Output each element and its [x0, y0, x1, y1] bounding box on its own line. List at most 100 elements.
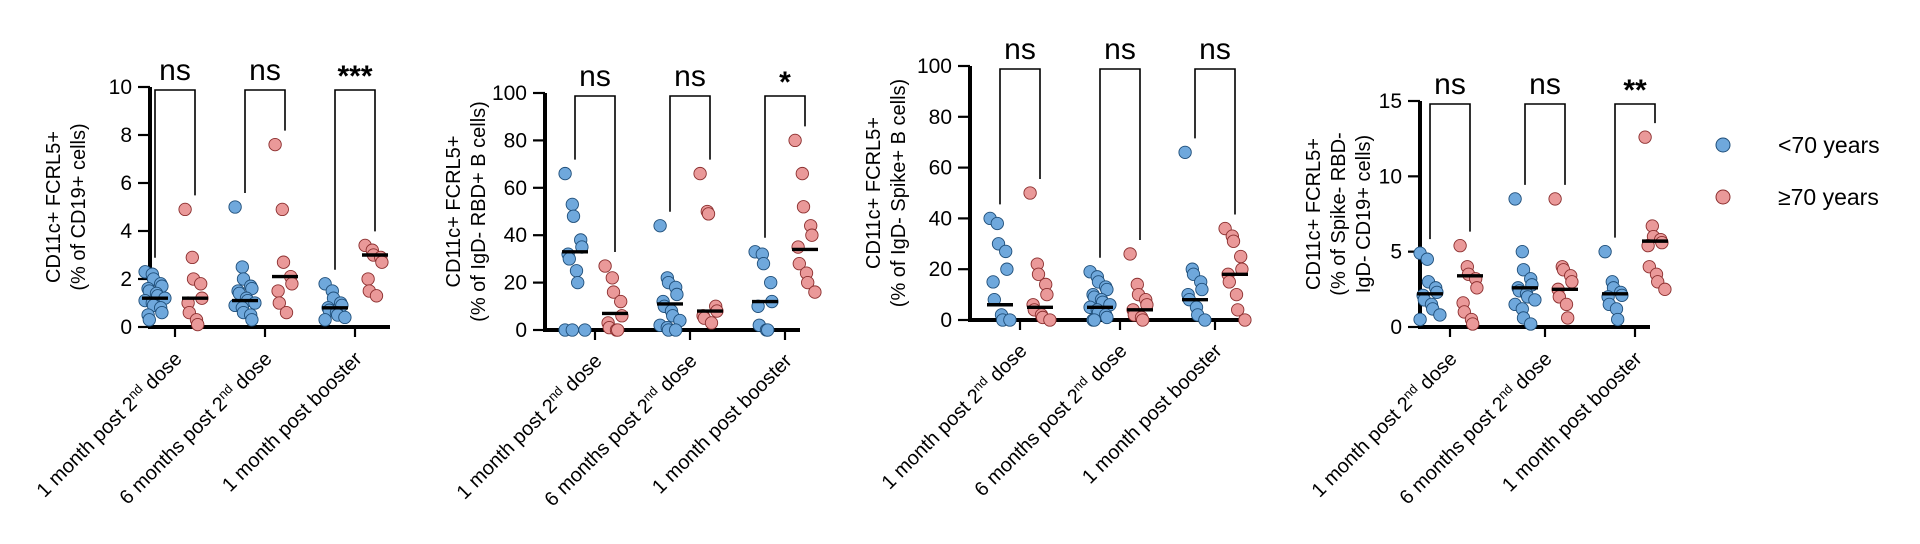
y-tick-label: 100 — [492, 82, 527, 105]
data-point — [1559, 297, 1574, 312]
data-point — [558, 166, 572, 181]
data-point — [245, 313, 259, 327]
significance-label: ns — [1529, 68, 1561, 101]
data-point — [1638, 130, 1652, 144]
data-point — [1100, 282, 1114, 297]
y-tick-label: 80 — [504, 129, 527, 152]
data-point — [795, 166, 809, 181]
data-point — [1043, 313, 1057, 327]
y-tick-label: 0 — [515, 319, 527, 342]
data-point — [361, 272, 375, 286]
data-point — [756, 256, 771, 271]
data-point — [1226, 234, 1241, 248]
y-tick-label: 10 — [109, 76, 132, 99]
data-point — [764, 275, 778, 290]
significance-label: ns — [1199, 33, 1231, 66]
data-point — [571, 275, 585, 290]
data-point — [1413, 312, 1427, 327]
y-axis-label: CD11c+ FCRL5+ — [863, 117, 885, 269]
data-point — [669, 323, 683, 337]
y-tick-label: 60 — [929, 157, 952, 180]
data-point — [693, 166, 707, 181]
data-point — [1528, 293, 1542, 307]
data-point — [704, 316, 719, 330]
data-point — [1238, 313, 1252, 327]
data-point — [791, 240, 805, 254]
y-axis-label: (% of IgD- RBD+ B cells) — [468, 101, 490, 322]
y-axis-label: (% of CD19+ cells) — [68, 123, 90, 290]
y-tick-label: 15 — [1379, 90, 1402, 113]
significance-label: ns — [1004, 33, 1036, 66]
y-tick-label: 100 — [917, 55, 952, 78]
significance-bracket — [1099, 68, 1141, 258]
significance-bracket — [999, 68, 1041, 205]
significance-bracket — [244, 89, 286, 193]
data-point — [1031, 267, 1046, 281]
data-point — [194, 277, 208, 291]
data-point — [268, 137, 282, 152]
y-tick-label: 20 — [504, 272, 527, 295]
data-point — [566, 209, 581, 223]
y-tick-label: 8 — [120, 124, 132, 147]
data-point — [562, 252, 576, 266]
significance-bracket — [669, 95, 711, 212]
chart-panel-4: 0 5 10 15 CD11c+ FCRL5+ (% of Spike- RBD- IgD-… — [1303, 68, 1672, 509]
data-point — [606, 285, 621, 299]
data-point — [569, 264, 584, 278]
data-point — [185, 250, 199, 265]
y-tick-label: 5 — [1390, 241, 1402, 264]
data-point — [788, 133, 802, 148]
chart-panel-1: 0 2 4 6 8 10 CD11c+ FCRL5+ (% of CD19+ cells) 1 … — [31, 54, 390, 509]
data-point — [1023, 186, 1037, 200]
data-point — [1515, 245, 1529, 259]
data-point — [796, 200, 811, 214]
data-point — [1611, 312, 1625, 327]
data-point — [598, 259, 612, 273]
significance-bracket — [1614, 103, 1656, 238]
significance-bracket — [574, 95, 616, 253]
data-point — [565, 197, 579, 212]
data-point — [1433, 308, 1447, 322]
data-point — [1658, 282, 1672, 296]
data-point — [318, 313, 332, 327]
data-point — [178, 202, 192, 217]
data-point — [1470, 281, 1484, 295]
data-point — [1198, 313, 1212, 327]
data-point — [578, 323, 592, 337]
y-tick-label: 0 — [1390, 316, 1402, 339]
data-point — [1524, 317, 1538, 331]
data-point — [1123, 247, 1137, 261]
data-point — [605, 271, 619, 285]
data-point — [611, 323, 625, 337]
significance-label: ns — [579, 60, 611, 93]
data-point — [191, 317, 205, 332]
legend-marker-under70 — [1715, 137, 1731, 153]
significance-label: ns — [674, 60, 706, 93]
legend-marker-70plus — [1715, 189, 1731, 205]
chart-panel-2: 0 20 40 60 80 100 CD11c+ FCRL5+ (% of IgD- RBD+… — [443, 60, 822, 511]
significance-bracket — [334, 89, 376, 270]
data-point — [248, 296, 262, 310]
data-point — [1100, 310, 1114, 325]
chart-panel-3: 0 20 40 60 80 100 CD11c+ FCRL5+ (% of IgD- Spik… — [863, 33, 1252, 501]
legend-label-70plus: ≥70 years — [1778, 184, 1879, 210]
y-tick-label: 0 — [940, 309, 952, 332]
y-tick-label: 6 — [120, 172, 132, 195]
data-point — [1516, 263, 1531, 277]
data-point — [1195, 282, 1209, 297]
data-point — [285, 277, 299, 291]
data-point — [990, 216, 1004, 231]
data-point — [986, 275, 1000, 289]
data-point — [1040, 287, 1054, 302]
significance-label: * — [779, 66, 791, 99]
y-axis-label: (% of IgD- Spike+ B cells) — [888, 79, 910, 307]
legend-label-under70: <70 years — [1778, 132, 1880, 158]
data-point — [1231, 303, 1245, 317]
data-point — [808, 285, 822, 299]
data-point — [1003, 313, 1017, 327]
data-point — [805, 228, 819, 242]
significance-label: *** — [337, 60, 372, 93]
data-point — [271, 284, 285, 298]
y-axis-label: (% of Spike- RBD- — [1328, 132, 1350, 295]
data-point — [1087, 313, 1101, 327]
